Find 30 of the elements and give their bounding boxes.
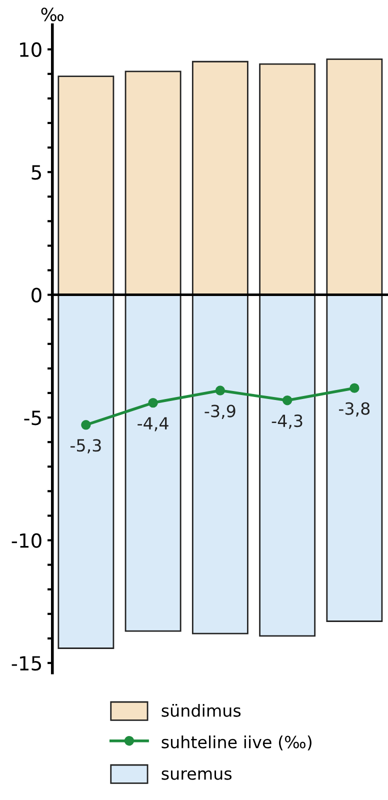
point bbox=[282, 395, 292, 406]
bar bbox=[58, 76, 114, 296]
bar bbox=[326, 58, 383, 296]
point bbox=[148, 398, 158, 408]
legend-label: suhteline iive (‰) bbox=[162, 736, 312, 750]
y-tick-label: -15 bbox=[12, 656, 41, 671]
bar bbox=[124, 70, 182, 296]
bar bbox=[192, 60, 248, 296]
y-tick-label: -5 bbox=[24, 410, 41, 426]
bar bbox=[124, 294, 182, 632]
data-label: -3,8 bbox=[338, 402, 370, 417]
data-label: -3,9 bbox=[204, 404, 236, 420]
y-tick-label: 10 bbox=[20, 42, 42, 58]
point bbox=[350, 383, 360, 393]
bar bbox=[192, 294, 248, 634]
point bbox=[215, 386, 226, 396]
legend-label: sündimus bbox=[162, 704, 241, 717]
bar bbox=[259, 63, 316, 296]
bar bbox=[259, 294, 316, 637]
bar bbox=[326, 294, 383, 622]
data-label: -5,3 bbox=[70, 439, 101, 454]
bar bbox=[58, 294, 114, 649]
y-tick-label: -10 bbox=[12, 533, 42, 548]
data-label: -4,4 bbox=[138, 417, 168, 432]
point bbox=[81, 420, 91, 430]
legend-label: suremus bbox=[162, 770, 232, 780]
y-tick-label: 0 bbox=[32, 288, 42, 302]
data-label: -4,3 bbox=[272, 414, 302, 429]
y-tick-label: 5 bbox=[32, 165, 41, 180]
y-axis-title: ‰ bbox=[41, 8, 64, 22]
